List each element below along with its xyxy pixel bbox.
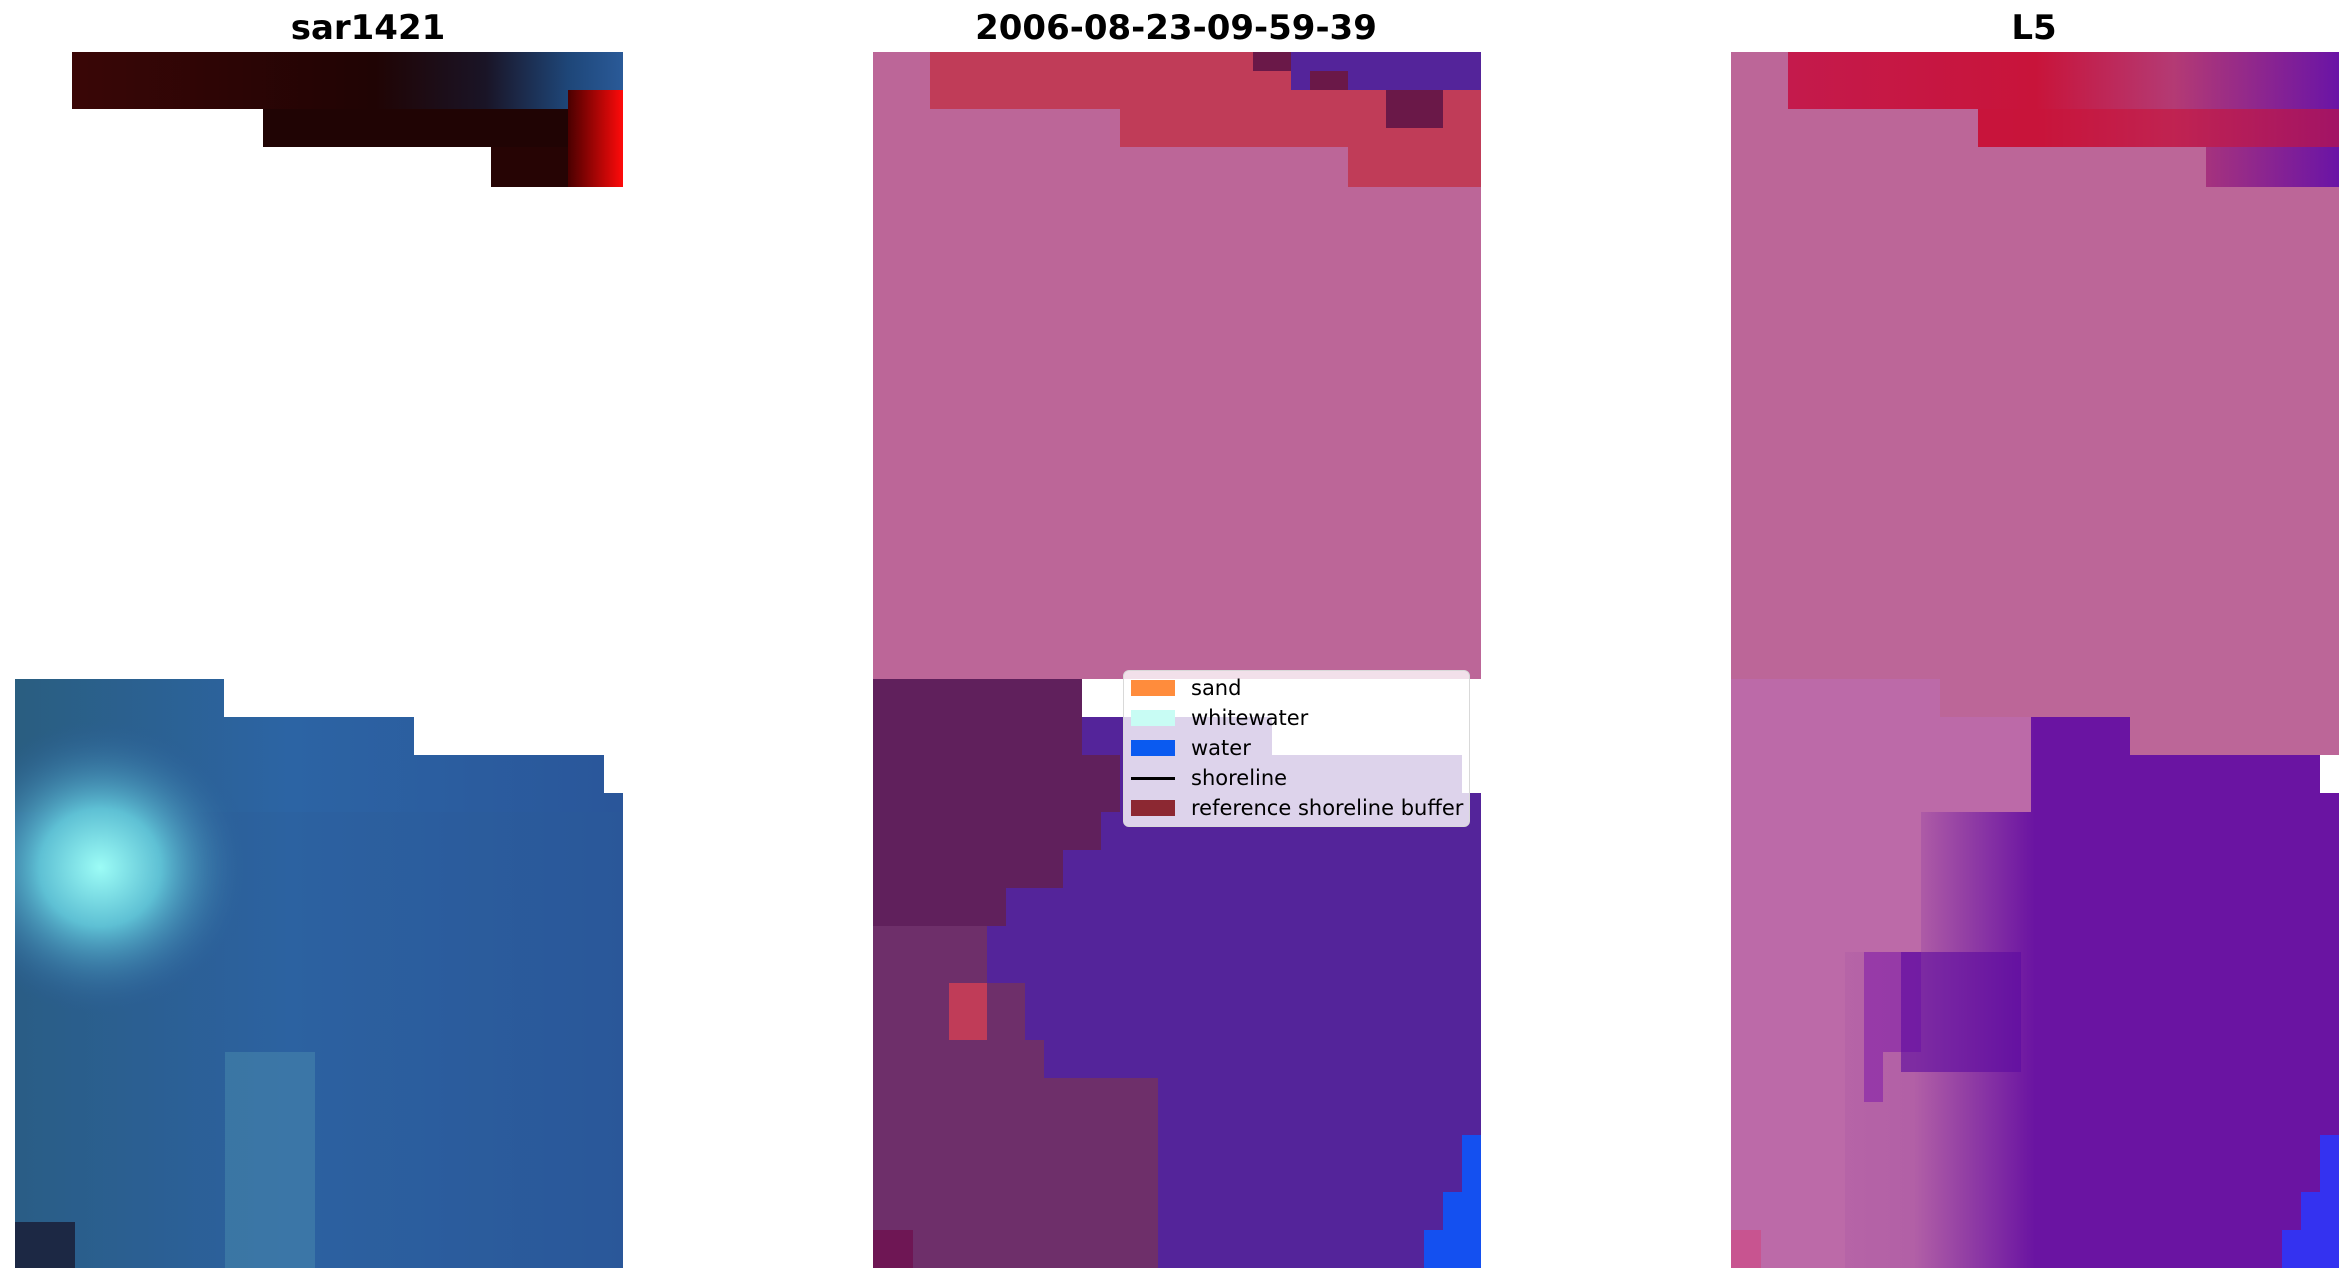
panel-title-middle: 2006-08-23-09-59-39 — [975, 8, 1377, 48]
water-swatch — [1131, 740, 1175, 756]
reference-buffer-swatch — [1131, 800, 1175, 816]
classification-panel — [873, 52, 1481, 1268]
legend-label: sand — [1191, 676, 1242, 700]
rgb-image — [15, 52, 623, 1268]
sand-swatch — [1131, 680, 1175, 696]
l5-panel — [1731, 52, 2339, 1268]
shoreline-line-swatch — [1131, 776, 1175, 780]
legend-item-reference-shoreline-buffer: reference shoreline buffer — [1131, 793, 1463, 823]
whitewater-swatch — [1131, 710, 1175, 726]
legend-label: shoreline — [1191, 766, 1288, 790]
l5-image — [1731, 52, 2339, 1268]
panel-title-right: L5 — [2011, 8, 2057, 48]
legend-item-whitewater: whitewater — [1131, 703, 1308, 733]
legend-item-sand: sand — [1131, 673, 1241, 703]
legend: sand whitewater water shoreline referenc… — [1123, 670, 1470, 827]
legend-item-water: water — [1131, 733, 1251, 763]
legend-item-shoreline: shoreline — [1131, 763, 1287, 793]
legend-label: reference shoreline buffer — [1191, 796, 1464, 820]
legend-label: water — [1191, 736, 1251, 760]
rgb-image-panel — [15, 52, 623, 1268]
classification-image — [873, 52, 1481, 1268]
legend-label: whitewater — [1191, 706, 1309, 730]
panel-title-left: sar1421 — [290, 8, 446, 48]
